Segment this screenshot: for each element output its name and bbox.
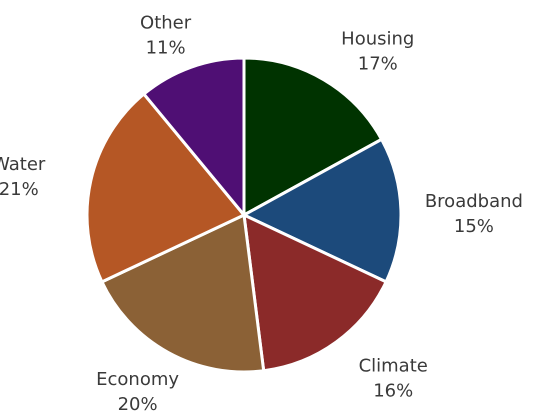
slice-label-water: Water [0,154,46,175]
slice-label-housing: Housing [341,28,414,49]
slice-percent-climate: 16% [373,381,413,402]
slice-label-economy: Economy [96,369,179,390]
pie-slice-economy [100,213,266,374]
slice-label-other: Other [140,13,192,34]
pie-slice-housing [242,56,384,217]
pie-slice-water [85,92,246,284]
slice-percent-water: 21% [0,179,39,200]
slice-percent-other: 11% [146,38,186,59]
slice-label-climate: Climate [359,356,428,377]
pie-slice-climate [242,213,388,373]
slice-percent-broadband: 15% [454,216,494,237]
pie-slices [85,56,403,374]
pie-slice-broadband [242,137,403,284]
slice-percent-housing: 17% [358,53,398,74]
pie-slice-other [142,56,246,217]
slice-label-broadband: Broadband [425,191,523,212]
pie-labels: Housing 17% Broadband 15% Climate 16% Economy 2… [0,13,523,412]
slice-percent-economy: 20% [118,394,158,412]
